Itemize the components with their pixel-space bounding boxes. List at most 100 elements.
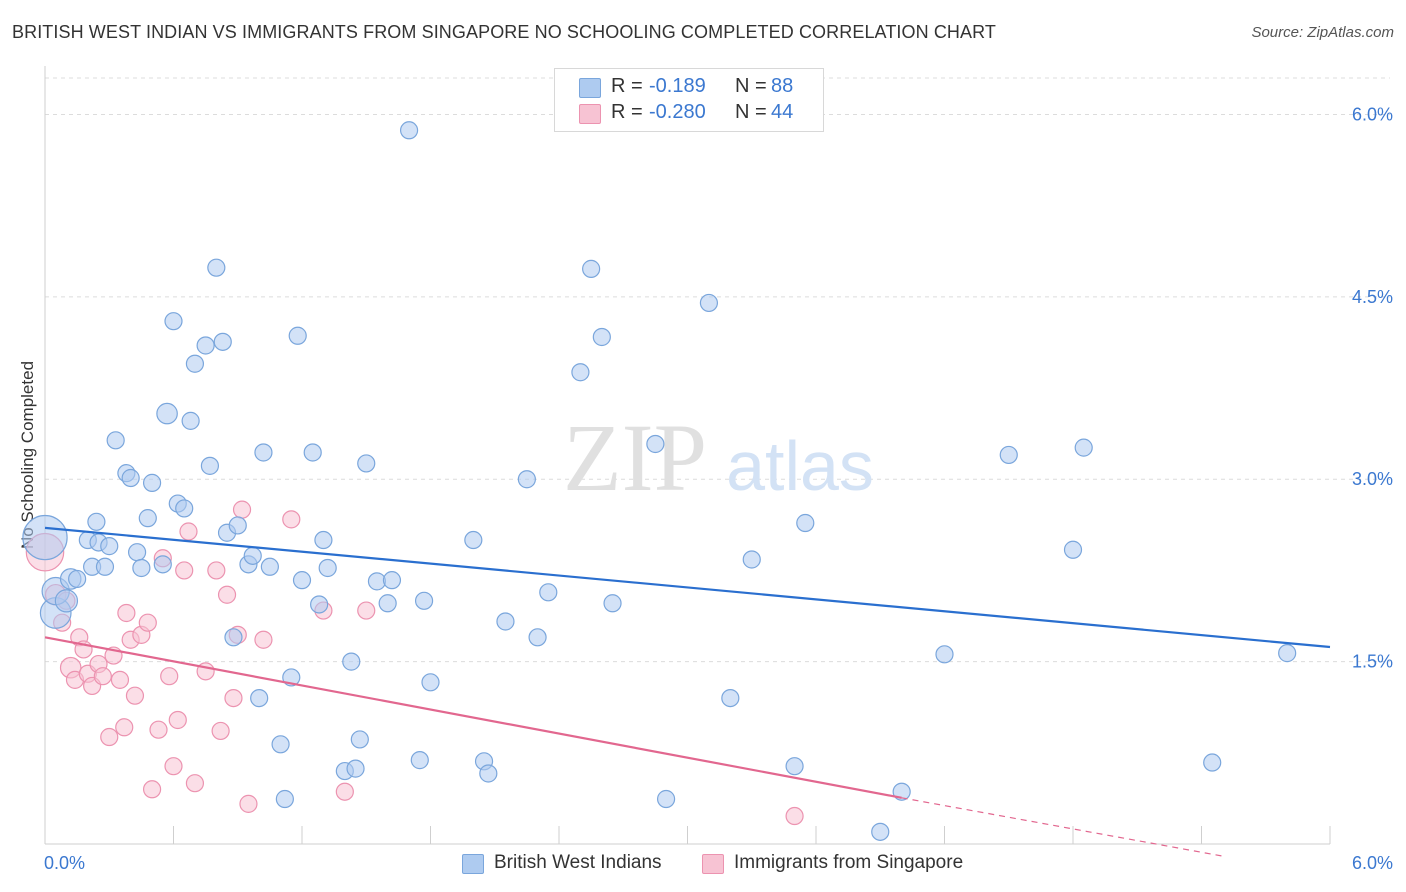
data-point-blue xyxy=(310,595,329,614)
y-tick-label: 3.0% xyxy=(1352,469,1393,489)
data-point-pink xyxy=(149,720,168,739)
data-point-blue xyxy=(699,293,719,313)
data-point-blue xyxy=(382,571,402,590)
data-point-blue xyxy=(582,259,601,278)
data-point-blue xyxy=(100,537,119,556)
data-point-pink xyxy=(357,601,376,620)
n-value: 44 xyxy=(771,101,794,123)
data-point-blue xyxy=(288,326,307,345)
data-point-blue xyxy=(1074,438,1093,457)
data-point-blue xyxy=(785,757,804,776)
stats-legend: R = -0.189 N = 88 R = -0.280 N = 44 xyxy=(554,68,824,132)
data-point-blue xyxy=(303,443,322,462)
trend-line-pink xyxy=(44,636,902,799)
watermark: ZIP atlas xyxy=(563,404,874,511)
r-label: R = xyxy=(611,101,643,123)
data-point-blue xyxy=(153,555,172,574)
data-point-pink xyxy=(125,686,145,705)
blue-swatch xyxy=(462,854,484,874)
data-point-blue xyxy=(156,402,178,425)
data-point-blue xyxy=(138,509,157,528)
data-point-blue xyxy=(796,513,815,533)
data-point-pink xyxy=(160,667,179,686)
data-point-blue xyxy=(528,628,547,647)
data-point-blue xyxy=(260,557,279,576)
data-point-blue xyxy=(224,628,243,647)
pink-swatch xyxy=(702,854,724,874)
data-point-pink xyxy=(224,688,243,708)
data-point-blue xyxy=(479,764,498,783)
data-point-pink xyxy=(207,561,226,580)
data-point-blue xyxy=(367,572,387,591)
data-point-blue xyxy=(181,411,200,430)
data-point-blue xyxy=(935,645,954,664)
data-point-blue xyxy=(254,443,273,462)
x-tick-label: 0.0% xyxy=(44,853,85,873)
source-credit: Source: ZipAtlas.com xyxy=(1251,24,1394,41)
grid-lines xyxy=(45,77,1390,663)
data-point-blue xyxy=(228,516,247,535)
data-point-pink xyxy=(164,757,183,776)
r-label: R = xyxy=(611,75,643,97)
data-point-pink xyxy=(239,794,258,813)
data-point-blue xyxy=(68,569,87,589)
n-label: N = xyxy=(735,101,767,123)
data-point-blue xyxy=(1278,644,1297,663)
data-point-blue xyxy=(54,589,79,613)
data-point-blue xyxy=(350,730,369,749)
data-point-blue xyxy=(87,512,106,531)
axes xyxy=(44,66,1331,845)
data-point-pink xyxy=(254,630,273,649)
data-point-blue xyxy=(164,312,183,331)
data-point-blue xyxy=(571,363,590,382)
data-point-blue xyxy=(342,652,361,671)
n-value: 88 xyxy=(771,75,794,97)
data-point-blue xyxy=(656,789,676,809)
data-point-pink xyxy=(217,585,237,604)
data-point-blue xyxy=(95,557,115,576)
data-point-blue xyxy=(142,473,162,492)
data-point-pink xyxy=(175,561,194,580)
blue-swatch xyxy=(579,78,601,98)
data-point-blue xyxy=(464,530,483,550)
data-point-blue xyxy=(196,336,215,355)
watermark-atlas: atlas xyxy=(726,427,874,505)
n-label: N = xyxy=(735,75,767,97)
data-point-pink xyxy=(179,522,198,541)
r-value: -0.189 xyxy=(649,75,706,97)
data-point-blue xyxy=(871,822,890,841)
data-point-pink xyxy=(785,806,804,826)
data-point-blue xyxy=(243,546,262,565)
data-point-blue xyxy=(132,558,151,578)
data-point-blue xyxy=(517,470,536,489)
data-point-blue xyxy=(414,591,434,610)
data-point-blue xyxy=(292,571,312,590)
data-point-blue xyxy=(410,751,429,770)
data-point-blue xyxy=(271,735,290,754)
data-point-blue xyxy=(496,612,515,631)
data-point-blue xyxy=(275,789,294,809)
data-point-blue xyxy=(22,514,68,561)
data-point-blue xyxy=(421,673,440,692)
data-point-blue xyxy=(106,431,125,450)
data-point-pink xyxy=(115,718,134,737)
data-point-blue xyxy=(207,258,226,277)
data-point-pink xyxy=(138,613,157,632)
trend-lines xyxy=(44,526,1331,857)
data-point-pink xyxy=(117,603,136,623)
legend-label: Immigrants from Singapore xyxy=(734,852,964,873)
data-point-blue xyxy=(1203,753,1222,772)
data-point-blue xyxy=(592,327,611,347)
data-point-pink xyxy=(282,510,301,529)
data-point-pink xyxy=(335,782,354,801)
series-british-west-indians xyxy=(22,121,1297,841)
data-point-blue xyxy=(213,332,232,351)
trend-line-blue xyxy=(44,526,1331,649)
data-point-pink xyxy=(100,727,119,747)
data-point-blue xyxy=(318,558,337,578)
data-point-blue xyxy=(603,594,622,613)
y-tick-label: 6.0% xyxy=(1352,104,1393,124)
data-point-blue xyxy=(127,543,147,562)
x-tick-label: 6.0% xyxy=(1352,853,1393,873)
data-point-blue xyxy=(742,550,761,569)
